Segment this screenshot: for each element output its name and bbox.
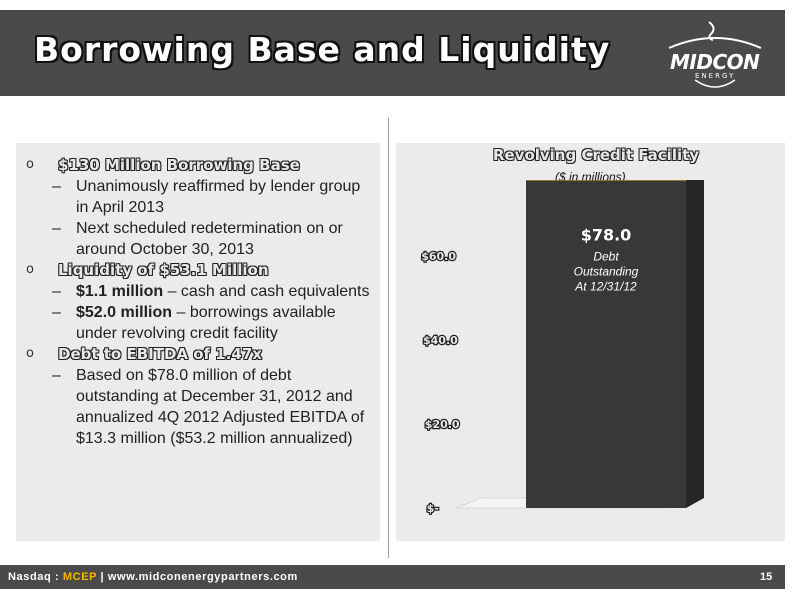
bullet-item: – $1.1 million – cash and cash equivalent…	[52, 283, 370, 300]
bullet-item: – Based on $78.0 million of debt outstand…	[52, 367, 365, 447]
ticker: MCEP	[62, 571, 97, 583]
circle-bullet-icon: o	[26, 157, 34, 172]
bullet-item: – Unanimously reaffirmed by lender group …	[52, 178, 361, 216]
circle-bullet-icon: o	[26, 262, 34, 277]
debt-description: Outstanding	[574, 264, 639, 278]
bullet-item: – Next scheduled redetermination on or ar…	[52, 220, 343, 258]
bullet-heading-debt-ebitda: o Debt to EBITDA of 1.47x	[26, 345, 262, 363]
debt-description: Debt	[593, 249, 619, 263]
divider	[388, 118, 389, 558]
debt-description: At 12/31/12	[574, 279, 637, 293]
page-title: Borrowing Base and Liquidity	[34, 30, 611, 69]
page-number: 15	[760, 571, 773, 583]
midcon-logo	[668, 21, 762, 88]
logo-subtext: ENERGY	[695, 72, 736, 80]
bullet-heading-liquidity: o Liquidity of $53.1 Million	[26, 261, 269, 279]
y-tick-label: $-	[427, 502, 439, 515]
y-tick-label: $40.0	[423, 334, 458, 347]
y-tick-label: $20.0	[425, 418, 460, 431]
footer-text: Nasdaq : MCEP | www.midconenergypartners…	[8, 571, 298, 583]
revolving-credit-chart: $-$20.0$40.0$60.0$80.0$100.0$120.0$140.0…	[418, 180, 704, 516]
debt-value-label: $78.0	[581, 225, 632, 244]
logo-text: MIDCON	[670, 50, 760, 74]
footer-url: | www.midconenergypartners.com	[96, 571, 298, 583]
title-bar	[0, 10, 785, 96]
circle-bullet-icon: o	[26, 346, 34, 361]
bar-debt-outstanding	[526, 180, 686, 508]
bullet-heading-borrowing-base: o $130 Million Borrowing Base	[26, 156, 300, 174]
y-tick-label: $60.0	[421, 250, 456, 263]
bullet-list: o $130 Million Borrowing Base – Unanimous…	[26, 155, 376, 449]
bullet-item: – $52.0 million – borrowings available un…	[52, 304, 336, 342]
bar-side	[686, 180, 704, 508]
chart-title: Revolving Credit Facility	[492, 146, 700, 164]
footer-bar	[0, 565, 785, 589]
left-panel	[16, 143, 380, 541]
